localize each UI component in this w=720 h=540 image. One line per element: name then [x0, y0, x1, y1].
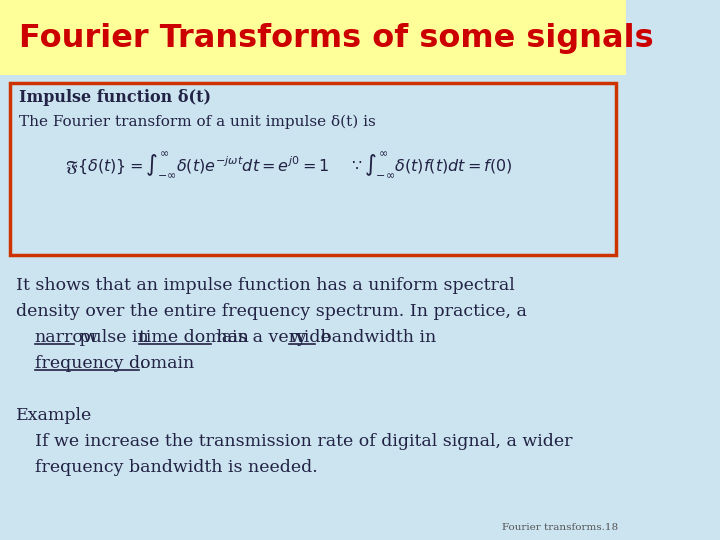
Text: time domain: time domain: [139, 328, 249, 346]
Text: pulse in: pulse in: [74, 328, 154, 346]
Text: .: .: [139, 354, 145, 372]
Bar: [0, 0, 626, 75]
Text: It shows that an impulse function has a uniform spectral: It shows that an impulse function has a …: [16, 276, 514, 294]
Text: Impulse function δ(t): Impulse function δ(t): [19, 90, 211, 106]
Text: frequency bandwidth is needed.: frequency bandwidth is needed.: [35, 458, 318, 476]
Text: Fourier Transforms of some signals: Fourier Transforms of some signals: [19, 23, 654, 53]
Bar: [10, 83, 616, 255]
Text: frequency domain: frequency domain: [35, 354, 194, 372]
Text: density over the entire frequency spectrum. In practice, a: density over the entire frequency spectr…: [16, 302, 526, 320]
Text: Fourier transforms.18: Fourier transforms.18: [502, 523, 618, 532]
Text: The Fourier transform of a unit impulse δ(t) is: The Fourier transform of a unit impulse …: [19, 115, 376, 129]
Text: $\mathfrak{F}\{\delta(t)\} = \int_{-\infty}^{\infty} \delta(t)e^{-j\omega t}dt =: $\mathfrak{F}\{\delta(t)\} = \int_{-\inf…: [66, 150, 330, 180]
Text: Example: Example: [16, 407, 92, 423]
Text: If we increase the transmission rate of digital signal, a wider: If we increase the transmission rate of …: [35, 433, 572, 449]
Text: bandwidth in: bandwidth in: [315, 328, 436, 346]
Text: wide: wide: [289, 328, 331, 346]
Text: has a very: has a very: [211, 328, 312, 346]
Text: $\because\int_{-\infty}^{\infty} \delta(t)f(t)dt = f(0)$: $\because\int_{-\infty}^{\infty} \delta(…: [348, 150, 513, 180]
Text: narrow: narrow: [35, 328, 99, 346]
